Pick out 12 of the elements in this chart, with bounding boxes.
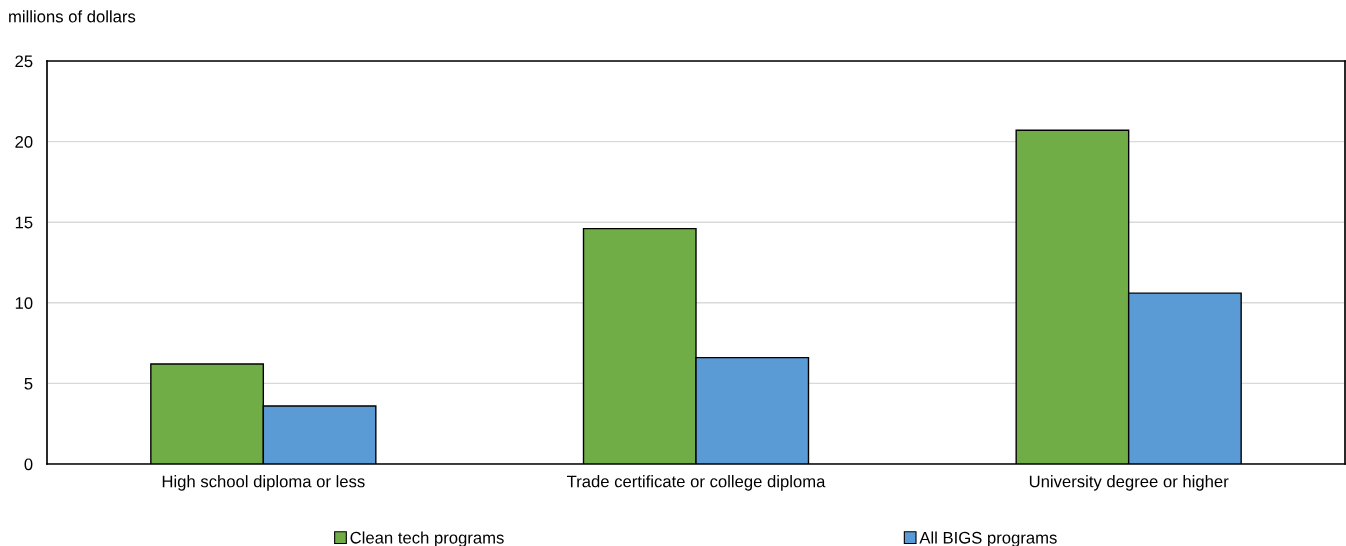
y-tick-label: 20: [15, 136, 33, 148]
x-tick-label: University degree or higher: [1029, 475, 1229, 491]
y-tick-label: 15: [15, 216, 33, 229]
y-tick-label: 10: [15, 297, 33, 309]
legend-label: All BIGS programs: [919, 531, 1057, 546]
y-tick-label: 25: [15, 55, 33, 68]
y-tick-label: 0: [24, 458, 33, 471]
y-tick-label: 5: [24, 377, 33, 390]
y-axis-title: millions of dollars: [9, 10, 136, 23]
legend-label: Clean tech programs: [350, 531, 504, 546]
x-tick-label: High school diploma or less: [162, 475, 365, 491]
x-tick-label: Trade certificate or college diploma: [567, 475, 826, 491]
